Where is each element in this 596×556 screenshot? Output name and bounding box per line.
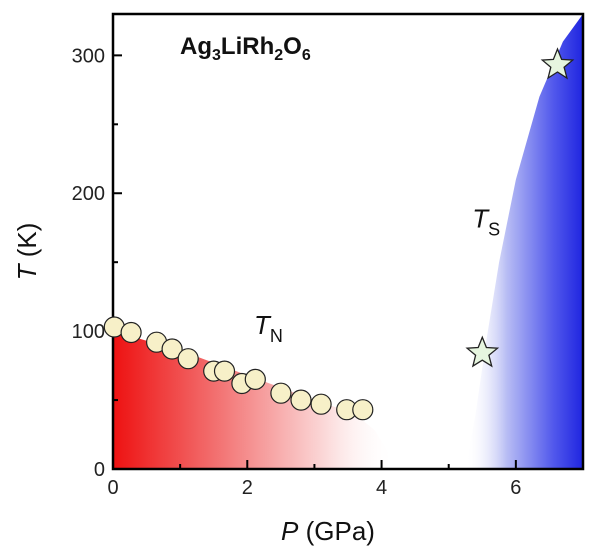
phase-label-subscript: S [488,220,500,240]
phase-label-symbol: T [254,310,272,340]
phase-label: TN [254,310,283,346]
x-tick-label: 2 [242,477,253,499]
phase-label-symbol: T [472,204,490,234]
y-tick-label: 0 [94,459,105,481]
tn-data-point [177,348,199,370]
compound-part: O [283,33,302,60]
y-tick-label: 300 [72,45,105,67]
x-axis-title-unit: (GPa) [298,516,375,546]
plot-frame [111,12,585,471]
tn-data-point [161,338,183,360]
axis-ticks [112,54,584,470]
tn-data-point [270,382,292,404]
y-tick-label: 100 [72,321,105,343]
y-tick-label: 200 [72,183,105,205]
tn-data-point [352,399,374,421]
ts-phase-region [465,14,583,469]
compound-subscript: 3 [212,47,221,64]
axis-tick-labels: 0 2 4 6 0 100 200 300 [72,45,522,499]
tn-data-point [120,321,142,344]
phase-label-subscript: N [270,326,283,346]
tn-data-point [244,368,266,390]
y-axis-title: T (K) [12,223,42,281]
data-markers [103,47,575,421]
x-tick-label: 4 [376,477,387,499]
compound-subscript: 2 [274,47,283,64]
y-axis-title-symbol: T [12,262,42,280]
x-tick-label: 0 [107,477,118,499]
y-axis-title-unit: (K) [12,223,42,265]
x-axis-title-symbol: P [281,516,299,546]
compound-part: LiRh [221,33,274,60]
compound-label: Ag3LiRh2O6 [180,33,311,64]
tn-data-point [213,360,236,382]
tn-data-point [290,389,312,411]
ts-data-point [465,335,500,368]
phase-label: TS [472,204,500,240]
ts-data-point [540,47,575,80]
x-axis-title: P (GPa) [281,516,375,546]
compound-subscript: 6 [302,47,311,64]
tn-data-point [310,393,332,415]
compound-part: Ag [180,33,212,60]
x-tick-label: 6 [510,477,521,499]
